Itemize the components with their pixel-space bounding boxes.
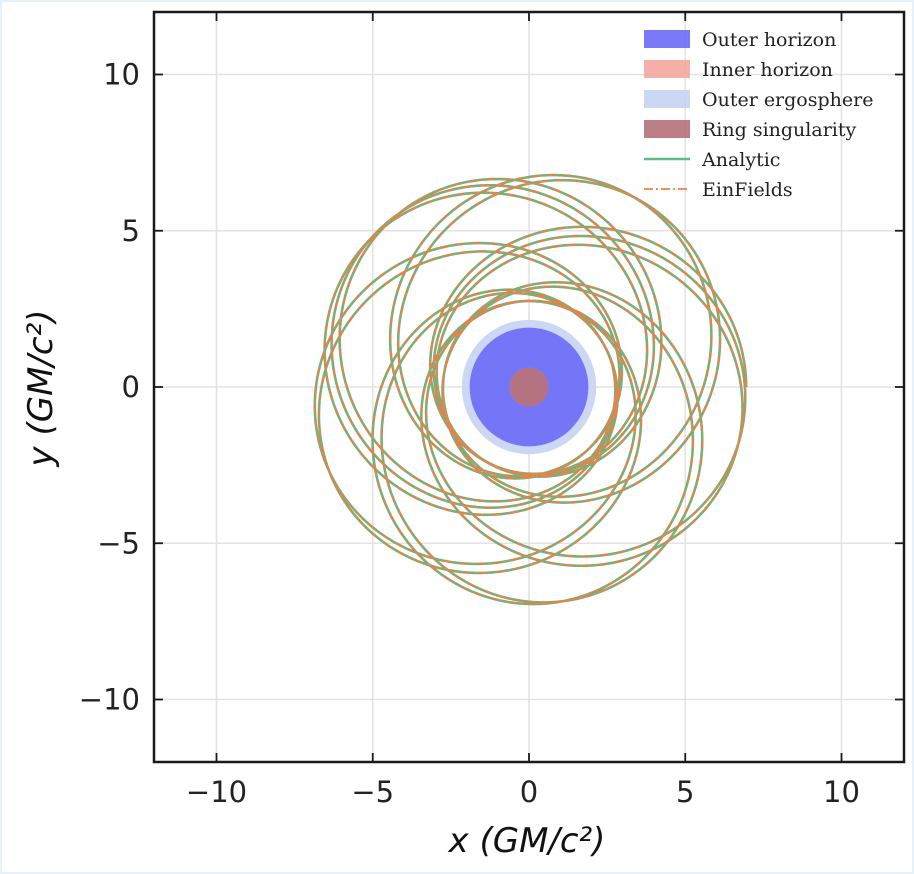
einfields-orbit-line — [313, 174, 748, 605]
horizon-regions — [461, 319, 597, 455]
legend-analytic-label: Analytic — [701, 149, 780, 171]
plot-area — [313, 173, 748, 606]
y-tick-label: 0 — [122, 370, 140, 404]
x-tick-label: 5 — [676, 775, 694, 809]
legend-ring-singularity-label: Ring singularity — [702, 119, 856, 141]
x-tick-label: 0 — [520, 775, 538, 809]
legend-einfields-label: EinFields — [702, 179, 793, 201]
y-axis-label: y (GM/c²) — [21, 310, 61, 468]
legend-inner-horizon-label: Inner horizon — [702, 59, 833, 81]
legend-ring-singularity-swatch — [644, 120, 690, 138]
legend: Outer horizon Inner horizon Outer ergosphe… — [644, 29, 873, 201]
legend-outer-horizon-swatch — [644, 30, 690, 48]
orbit-series — [313, 173, 748, 606]
ring-singularity-disk — [509, 367, 549, 407]
legend-outer-horizon-label: Outer horizon — [702, 29, 836, 51]
y-tick-label: 10 — [103, 58, 140, 92]
y-tick-label: 5 — [122, 214, 140, 248]
y-tick-label: −10 — [79, 683, 140, 717]
y-tick-label: −5 — [97, 526, 140, 560]
x-tick-label: 10 — [823, 775, 860, 809]
legend-outer-ergosphere-label: Outer ergosphere — [702, 89, 873, 111]
legend-inner-horizon-swatch — [644, 60, 690, 78]
axis-ticks: −10 −5 0 5 10 −10 −5 0 5 10 — [79, 12, 904, 809]
x-tick-label: −10 — [186, 775, 247, 809]
x-axis-label: x (GM/c²) — [448, 821, 606, 861]
x-tick-label: −5 — [351, 775, 394, 809]
legend-outer-ergosphere-swatch — [644, 90, 690, 108]
